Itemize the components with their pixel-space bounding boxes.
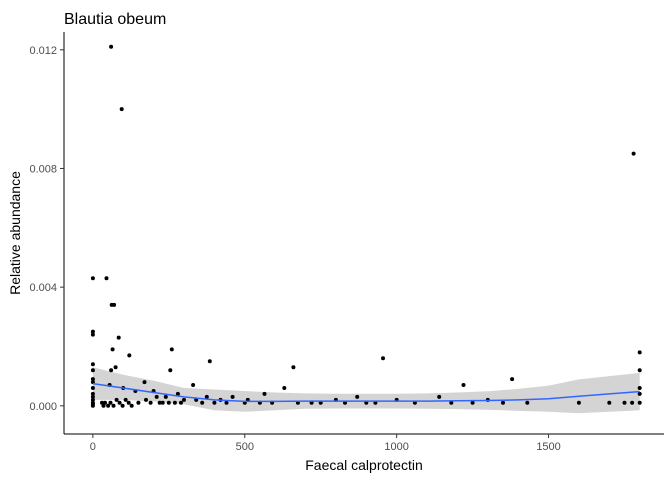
data-point bbox=[123, 397, 128, 402]
data-point bbox=[212, 400, 217, 405]
data-point bbox=[90, 368, 95, 373]
data-point bbox=[175, 391, 180, 396]
data-point bbox=[90, 403, 95, 408]
x-tick-label: 500 bbox=[236, 441, 254, 453]
data-point bbox=[207, 359, 212, 364]
data-point bbox=[449, 400, 454, 405]
data-point bbox=[90, 377, 95, 382]
data-point bbox=[637, 400, 642, 405]
data-point bbox=[109, 44, 114, 49]
data-point bbox=[631, 151, 636, 156]
data-point bbox=[90, 329, 95, 334]
data-point bbox=[100, 400, 104, 405]
data-point bbox=[90, 276, 95, 281]
data-point bbox=[381, 356, 385, 361]
data-point bbox=[142, 380, 147, 385]
data-point bbox=[120, 403, 125, 408]
data-point bbox=[101, 403, 106, 408]
data-point bbox=[224, 400, 229, 405]
data-point bbox=[622, 400, 627, 405]
data-point bbox=[129, 403, 134, 408]
data-point bbox=[637, 368, 642, 373]
y-tick-label: 0.012 bbox=[29, 45, 57, 57]
data-point bbox=[630, 400, 635, 405]
data-point bbox=[110, 347, 115, 352]
data-point bbox=[114, 397, 119, 402]
data-point bbox=[355, 394, 360, 399]
data-point bbox=[126, 400, 131, 405]
data-point bbox=[108, 400, 113, 405]
data-point bbox=[637, 386, 642, 390]
points-layer bbox=[90, 44, 642, 408]
data-point bbox=[90, 391, 95, 396]
y-ticks-layer: 0.000 0.004 0.008 0.012 bbox=[29, 45, 64, 413]
data-point bbox=[461, 383, 466, 387]
data-point bbox=[282, 386, 287, 390]
data-point bbox=[230, 394, 235, 399]
data-point bbox=[112, 302, 117, 307]
data-point bbox=[163, 394, 168, 399]
data-point bbox=[470, 400, 475, 405]
data-point bbox=[117, 400, 122, 405]
data-point bbox=[127, 353, 132, 358]
data-point bbox=[204, 394, 209, 399]
x-tick-label: 0 bbox=[90, 441, 96, 453]
data-point bbox=[262, 391, 267, 396]
data-point bbox=[166, 400, 171, 405]
confidence-band bbox=[92, 367, 640, 414]
data-point bbox=[90, 394, 95, 399]
data-point bbox=[136, 400, 141, 405]
data-point bbox=[106, 403, 111, 408]
data-point bbox=[200, 400, 205, 405]
data-point bbox=[168, 368, 173, 373]
data-point bbox=[191, 383, 196, 387]
data-point bbox=[637, 350, 642, 355]
data-point bbox=[116, 335, 121, 340]
data-point bbox=[90, 386, 95, 390]
y-axis-label: Relative abundance bbox=[7, 171, 23, 295]
data-point bbox=[501, 400, 505, 405]
data-point bbox=[576, 400, 581, 405]
data-point bbox=[144, 397, 148, 402]
data-point bbox=[607, 400, 612, 405]
x-ticks-layer: 0 500 1000 1500 bbox=[90, 434, 561, 453]
data-point bbox=[103, 400, 107, 405]
data-point bbox=[291, 365, 296, 370]
data-point bbox=[119, 107, 124, 112]
data-point bbox=[182, 397, 186, 402]
x-tick-label: 1500 bbox=[536, 441, 560, 453]
y-tick-label: 0.000 bbox=[29, 401, 57, 413]
smooth-line-layer bbox=[92, 382, 640, 403]
data-point bbox=[154, 394, 159, 399]
data-point bbox=[90, 332, 95, 337]
smooth-line bbox=[92, 382, 640, 403]
data-point bbox=[437, 394, 442, 399]
data-point bbox=[111, 403, 116, 408]
data-point bbox=[179, 400, 183, 405]
chart-title: Blautia obeum bbox=[64, 11, 166, 28]
data-point bbox=[104, 276, 109, 281]
data-point bbox=[637, 391, 642, 396]
data-point bbox=[525, 400, 530, 405]
y-tick-label: 0.004 bbox=[29, 282, 57, 294]
x-axis-label: Faecal calprotectin bbox=[305, 457, 423, 473]
data-point bbox=[90, 362, 95, 367]
data-point bbox=[157, 400, 162, 405]
x-tick-label: 1000 bbox=[384, 441, 408, 453]
data-point bbox=[109, 368, 114, 373]
data-point bbox=[160, 400, 165, 405]
data-point bbox=[148, 400, 153, 405]
y-tick-label: 0.008 bbox=[29, 163, 57, 175]
data-point bbox=[510, 377, 515, 382]
data-point bbox=[113, 365, 118, 370]
data-point bbox=[169, 347, 174, 352]
data-point bbox=[172, 400, 177, 405]
confidence-band-layer bbox=[92, 367, 640, 414]
data-point bbox=[90, 397, 95, 402]
